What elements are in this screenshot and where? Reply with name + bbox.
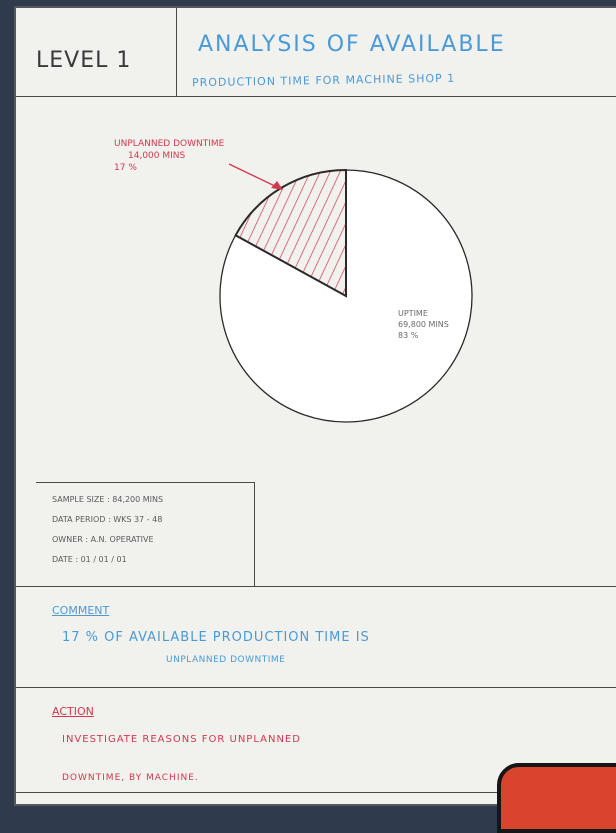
date: DATE : 01 / 01 / 01	[52, 555, 127, 564]
action-line1: INVESTIGATE REASONS FOR UNPLANNED	[62, 734, 301, 745]
action-rule	[16, 687, 616, 688]
header-divider	[176, 8, 177, 96]
downtime-slice-label: UNPLANNED DOWNTIME 14,000 MINS 17 %	[114, 138, 224, 174]
action-line2: DOWNTIME, BY MACHINE.	[62, 773, 199, 783]
comment-label: COMMENT	[52, 604, 110, 617]
uptime-label-text: UPTIME	[398, 309, 428, 318]
meta-box: SAMPLE SIZE : 84,200 MINS DATA PERIOD : …	[52, 490, 264, 590]
comment-line2: UNPLANNED DOWNTIME	[166, 655, 286, 665]
header-rule	[16, 96, 616, 97]
chart-title-line2: PRODUCTION TIME FOR MACHINE SHOP 1	[191, 71, 456, 90]
downtime-arrow	[228, 163, 283, 190]
downtime-percent: 17 %	[114, 163, 137, 173]
pie-chart	[219, 168, 473, 423]
data-period: DATA PERIOD : WKS 37 - 48	[52, 515, 163, 524]
owner: OWNER : A.N. OPERATIVE	[52, 535, 154, 544]
level-label: LEVEL 1	[36, 48, 132, 73]
pie-slice-downtime	[234, 168, 347, 298]
meta-box-top	[36, 482, 254, 483]
action-label: ACTION	[52, 705, 94, 718]
sample-size: SAMPLE SIZE : 84,200 MINS	[52, 495, 164, 504]
red-tab	[497, 763, 616, 833]
downtime-label-text: UNPLANNED DOWNTIME	[114, 139, 225, 149]
uptime-percent: 83 %	[398, 331, 419, 340]
uptime-slice-label: UPTIME 69,800 MINS 83 %	[398, 308, 449, 341]
chart-title-line1: ANALYSIS OF AVAILABLE	[198, 32, 506, 57]
meta-box-right	[254, 482, 255, 586]
downtime-minutes: 14,000 MINS	[128, 151, 186, 161]
comment-rule	[16, 586, 616, 587]
bottom-rule	[16, 792, 616, 793]
uptime-minutes: 69,800 MINS	[398, 320, 449, 329]
chart-sheet: LEVEL 1 ANALYSIS OF AVAILABLE PRODUCTION…	[14, 6, 616, 806]
comment-line1: 17 % OF AVAILABLE PRODUCTION TIME IS	[62, 630, 370, 645]
